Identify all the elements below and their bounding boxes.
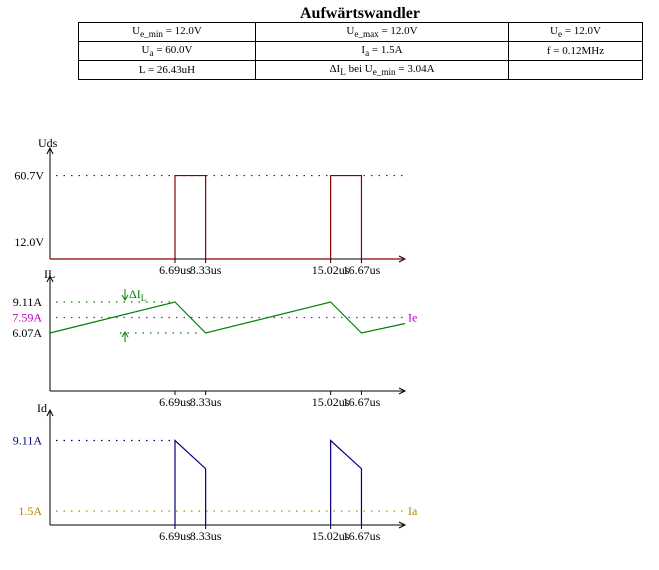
il-axis-label: IL	[44, 267, 55, 281]
uds-plot-x-tick-label: 6.69us	[159, 263, 191, 277]
il-series-line	[49, 301, 406, 334]
id-plot-x-arrow	[398, 521, 407, 529]
uds-plot-x-tick-label: 8.33us	[190, 263, 222, 277]
parameter-table: Ue_min = 12.0V Ue_max = 12.0V Ue = 12.0V…	[78, 22, 643, 80]
param-f: f = 0.12MHz	[508, 41, 643, 61]
id-plot-x-tick-label: 8.33us	[190, 529, 222, 543]
il-plot-x-tick-label: 6.69us	[159, 395, 191, 409]
ie-label: Ie	[408, 311, 417, 325]
uds-plot-x-tick-label: 16.67us	[343, 263, 381, 277]
il-tick-label: 9.11A	[13, 295, 43, 309]
uds-tick-label: 12.0V	[14, 235, 44, 249]
page-title: Aufwärtswandler	[300, 5, 420, 22]
delta-il-label: ΔIL	[129, 287, 146, 303]
id-plot-y-arrow	[46, 408, 54, 417]
param-l: L = 26.43uH	[78, 60, 256, 80]
param-empty	[508, 60, 643, 80]
ie-tick-label: 7.59A	[12, 311, 42, 325]
table-row: Ue_min = 12.0V Ue_max = 12.0V Ue = 12.0V	[78, 22, 643, 42]
id-series-line	[330, 439, 363, 525]
param-delta-il: ΔIL bei Ue_min = 3.04A	[255, 60, 509, 80]
id-axis-label: Id	[37, 401, 47, 415]
id-plot-x-tick-label: 15.02us	[312, 529, 350, 543]
delta-il-arrow-head	[121, 331, 129, 338]
param-ua: Ua = 60.0V	[78, 41, 256, 61]
uds-tick-label: 60.7V	[14, 169, 44, 183]
il-plot-y-arrow	[46, 274, 54, 283]
uds-plot-y-arrow	[46, 146, 54, 155]
uds-axis-label: Uds	[38, 136, 58, 150]
il-plot-x-tick-label: 16.67us	[343, 395, 381, 409]
ia-tick-label: 1.5A	[18, 504, 42, 518]
table-row: Ua = 60.0V Ia = 1.5A f = 0.12MHz	[78, 41, 643, 61]
id-tick-label: 9.11A	[13, 434, 43, 448]
il-tick-label: 6.07A	[12, 326, 42, 340]
table-row: L = 26.43uH ΔIL bei Ue_min = 3.04A	[78, 60, 643, 80]
ia-label: Ia	[408, 504, 418, 518]
id-plot-x-tick-label: 16.67us	[343, 529, 381, 543]
uds-plot-x-tick-label: 15.02us	[312, 263, 350, 277]
id-series-line	[174, 439, 207, 525]
uds-series-line	[50, 174, 405, 260]
il-plot-x-arrow	[398, 387, 407, 395]
il-plot-x-tick-label: 15.02us	[312, 395, 350, 409]
delta-il-arrow-head	[121, 294, 129, 301]
il-plot-x-tick-label: 8.33us	[190, 395, 222, 409]
id-plot-x-tick-label: 6.69us	[159, 529, 191, 543]
